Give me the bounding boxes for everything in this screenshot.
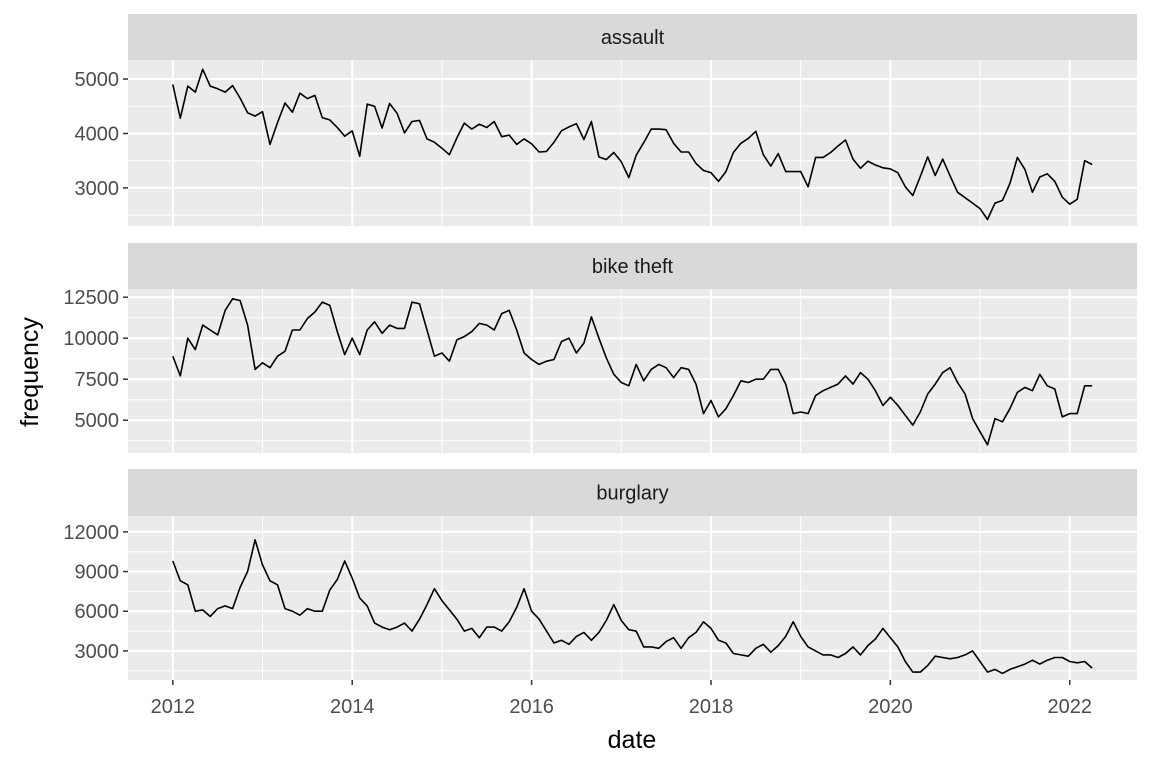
- series-line-bike-theft: [172, 297, 1093, 446]
- y-axis-title: frequency: [16, 317, 44, 427]
- strip-background: [128, 243, 1137, 289]
- panel: burglary 3000 6000 9000 12000: [63, 469, 1137, 680]
- panel-background: [128, 516, 1137, 680]
- panel-strip-label: burglary: [596, 483, 668, 505]
- x-tick-label: 2016: [509, 696, 554, 718]
- y-tick-label: 12000: [63, 522, 119, 544]
- y-tick-label: 3000: [75, 178, 120, 200]
- x-tick-label: 2012: [151, 696, 196, 718]
- y-tick-label: 3000: [75, 641, 120, 663]
- series-line-assault: [172, 68, 1093, 221]
- panel: bike theft 5000 7500 10000 12500: [63, 243, 1137, 453]
- y-tick-label: 9000: [75, 562, 120, 584]
- panel: assault 3000 4000 5000: [75, 14, 1137, 226]
- panel-strip-label: bike theft: [592, 256, 674, 278]
- x-tick-label: 2018: [689, 696, 734, 718]
- panel-background: [128, 289, 1137, 453]
- x-tick-label: 2014: [330, 696, 375, 718]
- x-axis: 2012 2014 2016 2018 2020 2022: [151, 680, 1092, 718]
- x-axis-title: date: [608, 726, 657, 754]
- y-tick-label: 5000: [75, 69, 120, 91]
- x-tick-label: 2020: [868, 696, 913, 718]
- series-line-burglary: [172, 538, 1093, 675]
- y-tick-label: 7500: [75, 369, 120, 391]
- x-tick-label: 2022: [1047, 696, 1092, 718]
- panels-layer: assault 3000 4000 5000 bike theft 5000 7500 100…: [63, 14, 1137, 680]
- y-tick-label: 10000: [63, 328, 119, 350]
- y-tick-label: 6000: [75, 601, 120, 623]
- y-tick-label: 12500: [63, 287, 119, 309]
- strip-background: [128, 469, 1137, 516]
- panel-strip-label: assault: [601, 27, 665, 49]
- y-tick-label: 4000: [75, 123, 120, 145]
- strip-background: [128, 14, 1137, 60]
- y-tick-label: 5000: [75, 410, 120, 432]
- panel-background: [128, 60, 1137, 226]
